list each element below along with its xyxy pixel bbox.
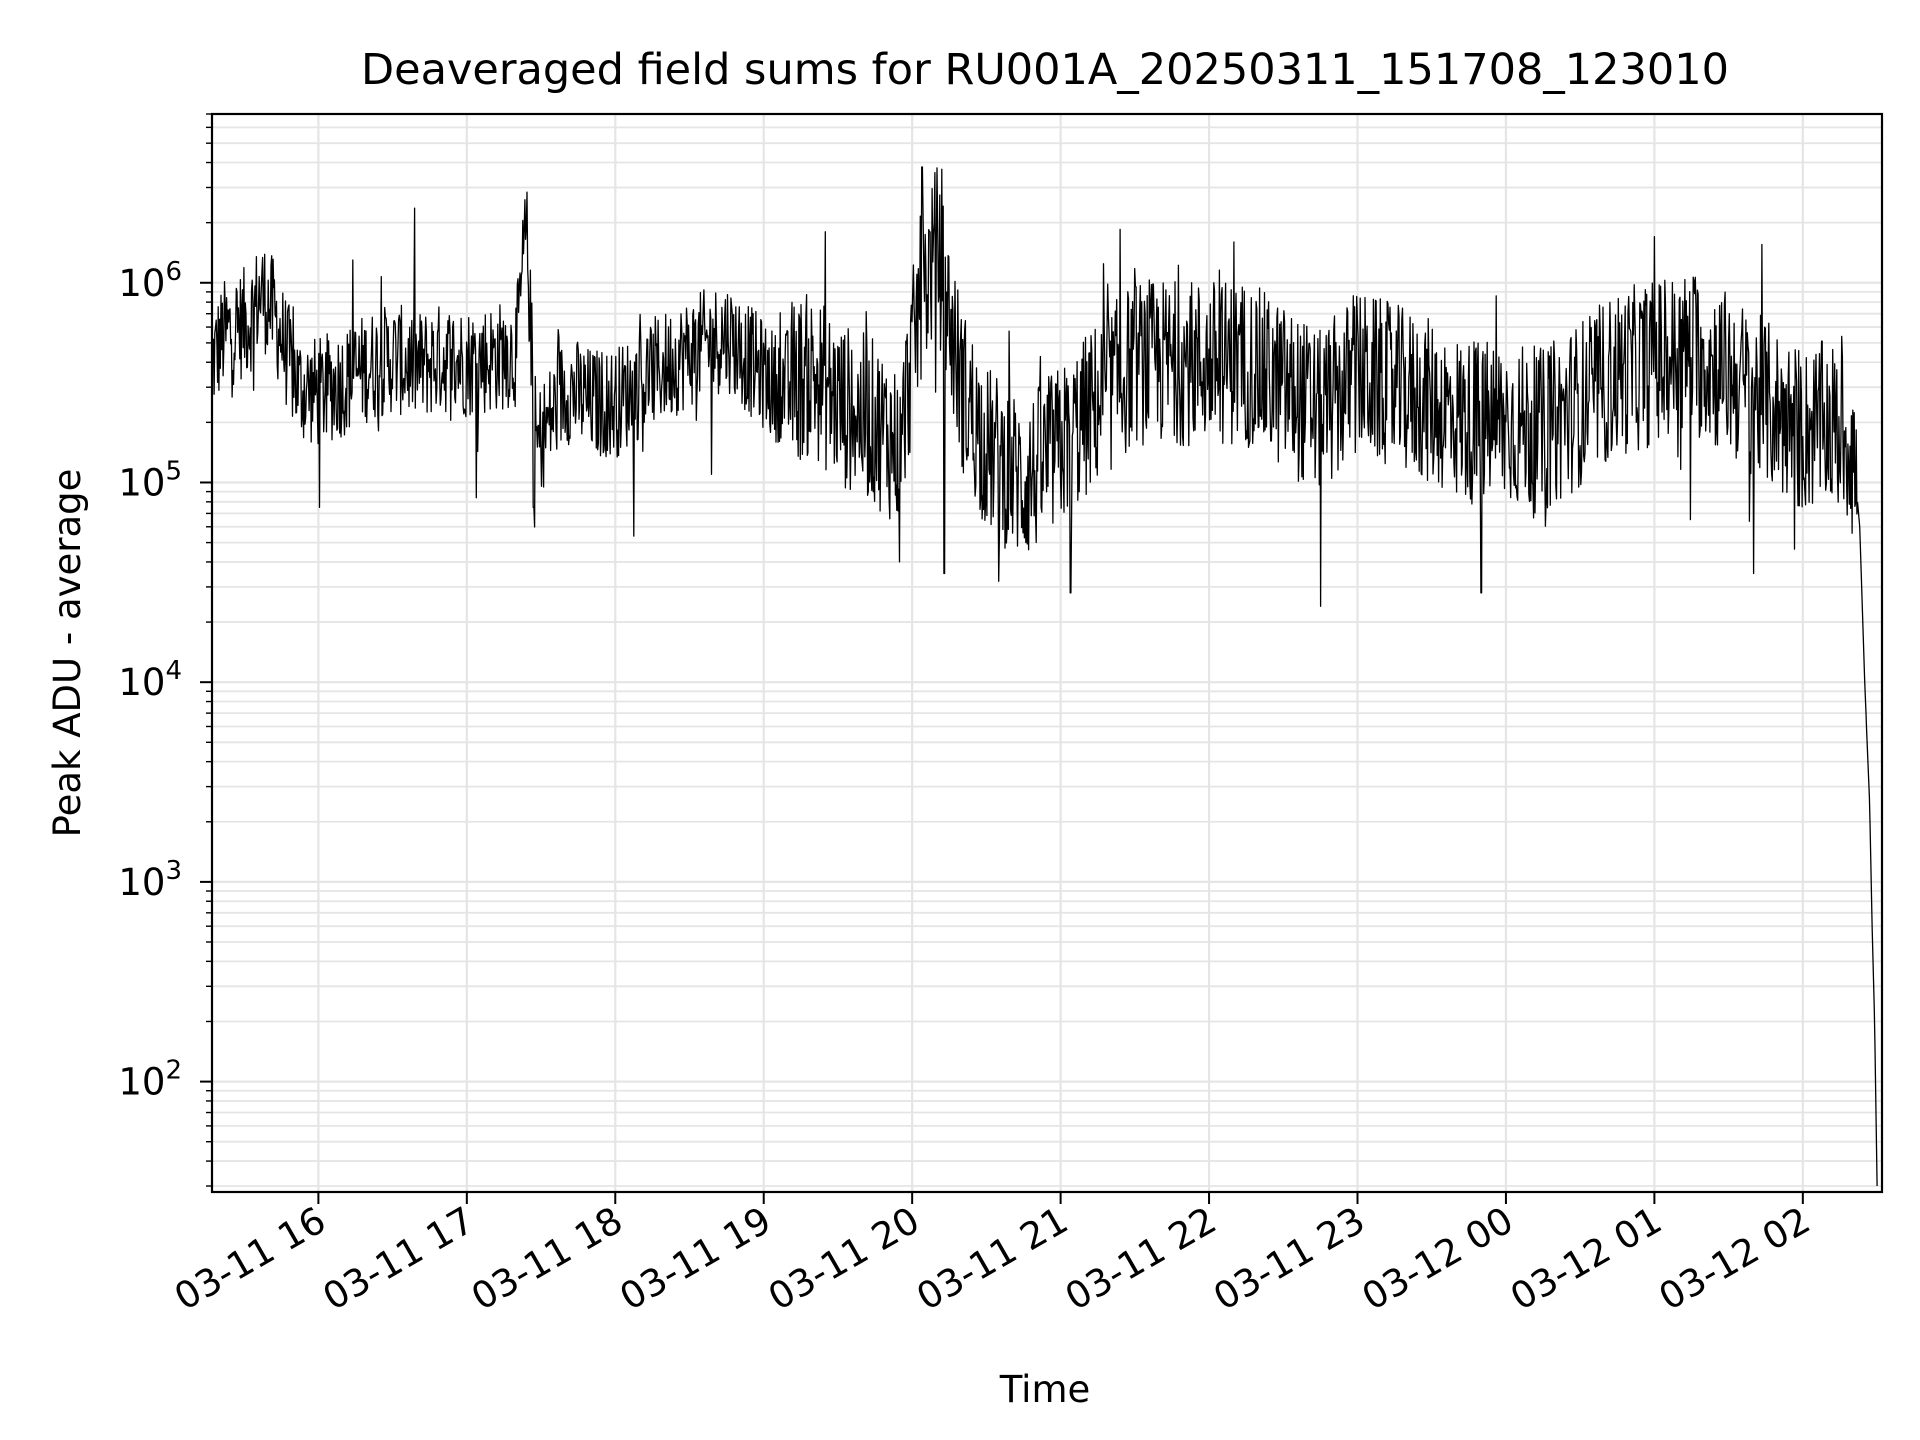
y-tick-label: 103 <box>118 856 182 904</box>
series-line <box>211 166 1878 1187</box>
x-axis-label: Time <box>999 1368 1091 1411</box>
plot-frame <box>210 112 1884 1194</box>
y-tick-label: 104 <box>118 656 182 704</box>
chart-title: Deaveraged field sums for RU001A_2025031… <box>361 45 1729 95</box>
grid <box>212 113 1882 1192</box>
y-axis-label: Peak ADU - average <box>46 469 89 838</box>
y-tick-label: 105 <box>118 456 182 504</box>
y-tick-label: 106 <box>118 257 182 305</box>
series-group <box>211 166 1878 1187</box>
y-tick-label: 102 <box>118 1056 182 1104</box>
